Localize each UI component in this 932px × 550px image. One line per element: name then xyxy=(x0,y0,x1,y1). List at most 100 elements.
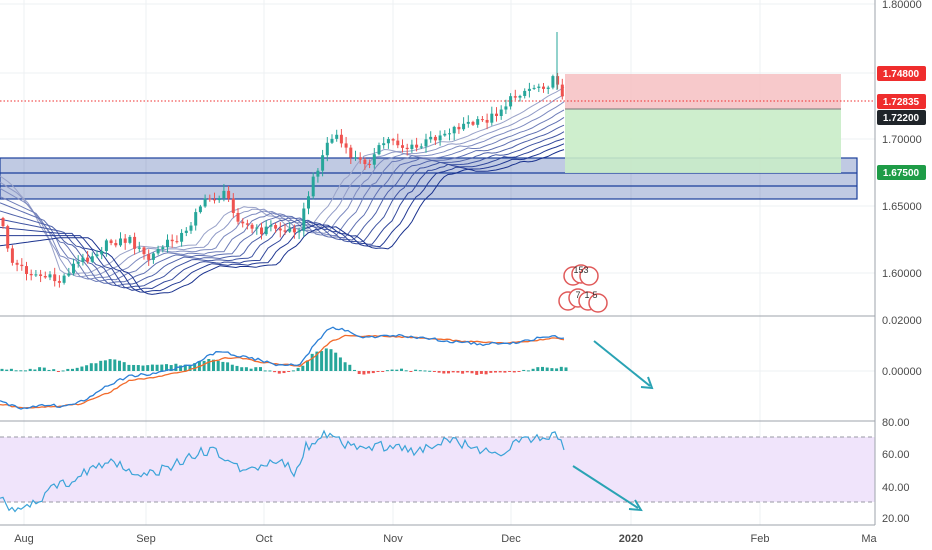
candle-body xyxy=(231,198,235,213)
candle-body xyxy=(490,113,494,123)
event-markers[interactable]: 153 7 1 5 xyxy=(558,264,608,313)
macd-bar xyxy=(183,364,187,371)
candle-body xyxy=(213,199,216,201)
macd-bar xyxy=(517,371,521,372)
macd-bar xyxy=(56,371,60,372)
macd-bar xyxy=(277,371,281,374)
price-scale[interactable]: 1.80000 1.70000 1.65000 1.60000 1.74800 … xyxy=(874,0,932,550)
candle-body xyxy=(189,225,193,231)
macd-bar xyxy=(33,369,37,371)
macd-bar xyxy=(259,367,262,371)
price-tick: 1.65000 xyxy=(882,201,922,213)
macd-bar xyxy=(447,371,450,374)
macd-bar xyxy=(28,368,32,371)
macd-bar xyxy=(461,371,465,374)
candle-body xyxy=(166,239,169,248)
candle-body xyxy=(264,226,268,235)
macd-bar xyxy=(310,353,314,371)
marker-bottom[interactable]: 7 1 5 xyxy=(558,288,608,313)
candle-body xyxy=(241,221,245,224)
candle-body xyxy=(466,121,470,124)
macd-bar xyxy=(47,369,51,371)
marker-top[interactable]: 153 xyxy=(563,264,599,286)
candle-body xyxy=(156,249,160,254)
candle-body xyxy=(57,281,61,283)
price-tick: 1.80000 xyxy=(882,0,922,11)
macd-bar xyxy=(24,370,27,372)
ma-line xyxy=(0,109,565,283)
macd-bar xyxy=(541,366,544,371)
candle-body xyxy=(523,90,527,96)
macd-bar xyxy=(127,364,131,371)
candle-body xyxy=(274,225,278,229)
candle-body xyxy=(363,159,367,165)
candle-body xyxy=(433,136,437,141)
support-zone[interactable] xyxy=(0,157,858,200)
candle-body xyxy=(321,155,325,171)
rsi-tick: 40.00 xyxy=(882,482,910,494)
stop-loss-area[interactable] xyxy=(565,74,841,109)
macd-bar xyxy=(357,371,361,375)
time-tick: Aug xyxy=(14,533,34,545)
candle-body xyxy=(245,223,249,225)
macd-bar xyxy=(94,363,98,371)
macd-bar xyxy=(146,365,150,371)
macd-bar xyxy=(437,371,441,373)
candle-body xyxy=(495,113,498,117)
candle-body xyxy=(316,170,320,177)
macd-bar xyxy=(400,368,403,371)
macd-bar xyxy=(338,357,342,371)
macd-bar xyxy=(202,360,206,371)
macd-bar xyxy=(564,367,568,371)
price-tag-target: 1.67500 xyxy=(877,165,926,180)
candle-body xyxy=(175,241,179,243)
macd-bar xyxy=(545,367,549,371)
macd-bar xyxy=(526,370,530,372)
candle-body xyxy=(292,228,296,233)
candle-body xyxy=(415,144,419,148)
macd-bar xyxy=(385,370,389,372)
macd-bar xyxy=(207,359,211,371)
candle-body xyxy=(217,198,221,201)
candle-body xyxy=(527,88,531,91)
candle-body xyxy=(203,198,207,207)
macd-bar xyxy=(273,371,277,373)
candle-body xyxy=(53,274,57,282)
macd-bar xyxy=(353,369,356,371)
macd-bar xyxy=(451,371,455,373)
macd-bar xyxy=(409,371,413,372)
macd-bar xyxy=(80,366,84,371)
candle-body xyxy=(391,139,395,141)
trend-arrow[interactable] xyxy=(572,465,643,512)
macd-bar xyxy=(141,365,145,371)
rsi-line xyxy=(0,429,565,513)
candle-body xyxy=(151,253,155,260)
macd-bar xyxy=(381,371,385,372)
candle-body xyxy=(170,239,174,242)
time-tick: Dec xyxy=(501,533,521,545)
candle-body xyxy=(476,119,480,125)
macd-bar xyxy=(362,371,366,375)
price-tag-stop: 1.74800 xyxy=(877,66,926,81)
macd-bar xyxy=(512,371,516,373)
candlestick-series xyxy=(1,32,564,288)
time-axis[interactable]: Aug Sep Oct Nov Dec 2020 Feb Ma xyxy=(0,524,878,545)
candle-body xyxy=(72,263,75,274)
marker-label: 5 xyxy=(592,290,597,300)
take-profit-area[interactable] xyxy=(565,109,841,173)
macd-bar xyxy=(226,362,230,371)
candle-body xyxy=(43,275,47,278)
short-position-tool[interactable] xyxy=(565,74,841,173)
candle-body xyxy=(368,164,372,166)
candle-body xyxy=(429,136,433,140)
macd-bar xyxy=(240,367,244,371)
svg-text:1.74800: 1.74800 xyxy=(883,69,920,80)
candle-body xyxy=(133,236,137,249)
macd-histogram xyxy=(0,348,568,375)
trend-arrow[interactable] xyxy=(593,340,654,390)
candle-body xyxy=(344,143,348,148)
candle-body xyxy=(90,256,94,262)
candle-body xyxy=(1,218,5,227)
candle-body xyxy=(147,254,151,260)
